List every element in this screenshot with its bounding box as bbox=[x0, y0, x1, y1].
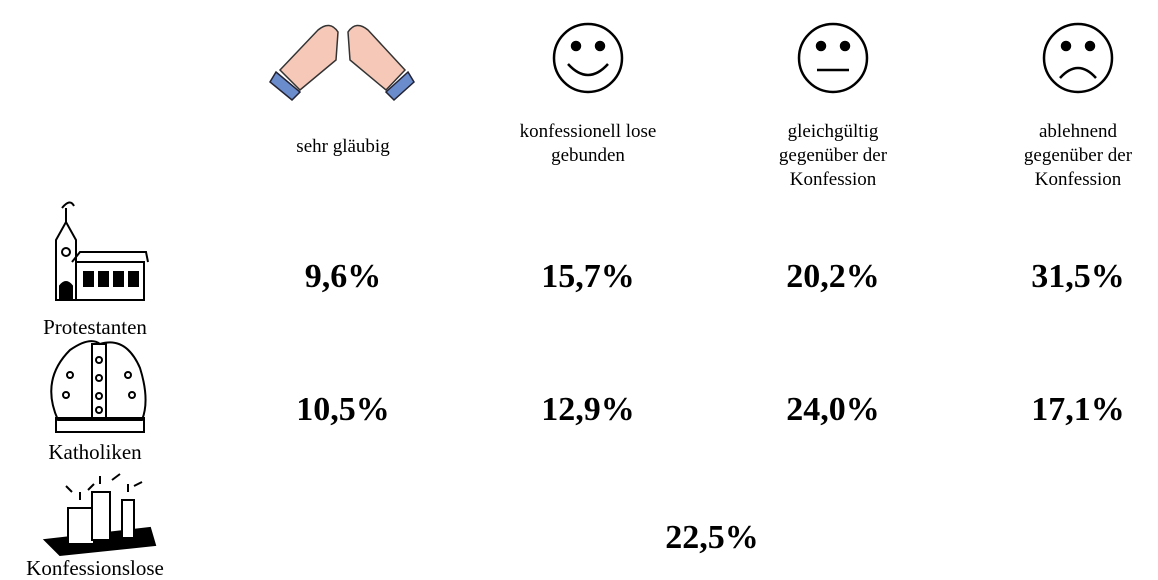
value-cell: 9,6% bbox=[304, 258, 382, 295]
column-label: sehr gläubig bbox=[296, 136, 390, 157]
value-cell: 12,9% bbox=[541, 391, 635, 428]
neutral-face-icon bbox=[797, 22, 869, 94]
column-label: gegenüber der bbox=[778, 145, 888, 166]
church-icon bbox=[55, 201, 149, 301]
value-cell: 22,5% bbox=[665, 519, 759, 556]
sad-face-icon bbox=[1042, 22, 1114, 94]
value-cell: 24,0% bbox=[786, 391, 880, 428]
row-label: Protestanten bbox=[43, 315, 147, 339]
column-label: Konfession bbox=[789, 169, 877, 190]
column-label: gleichgültig bbox=[787, 121, 879, 142]
column-label: konfessionell lose bbox=[519, 121, 657, 142]
candles-icon bbox=[42, 473, 157, 557]
row-label: Konfessionslose bbox=[26, 556, 164, 580]
value-cell: 15,7% bbox=[541, 258, 635, 295]
column-label: gegenüber der bbox=[1023, 145, 1133, 166]
value-cell: 10,5% bbox=[296, 391, 390, 428]
row-label: Katholiken bbox=[48, 440, 142, 464]
praying-hands-icon bbox=[269, 24, 415, 102]
value-cell: 31,5% bbox=[1031, 258, 1125, 295]
column-label: gebunden bbox=[551, 145, 625, 166]
column-label: Konfession bbox=[1034, 169, 1122, 190]
happy-face-icon bbox=[552, 22, 624, 94]
mitre-icon bbox=[50, 340, 147, 433]
value-cell: 17,1% bbox=[1031, 391, 1125, 428]
value-cell: 20,2% bbox=[786, 258, 880, 295]
column-label: ablehnend bbox=[1038, 121, 1118, 142]
